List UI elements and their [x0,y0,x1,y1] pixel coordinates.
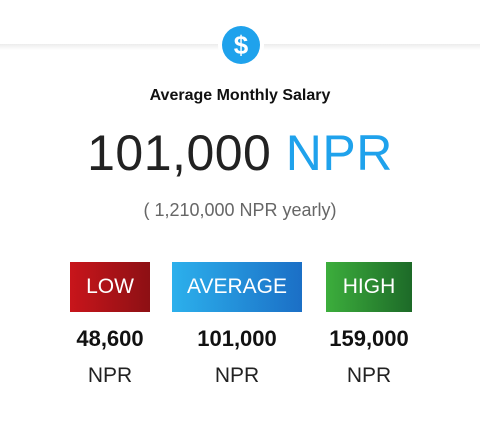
high-value: 159,000 [329,326,409,351]
icon-ring: $ [218,22,264,68]
high-unit: NPR [346,364,392,387]
yearly-salary: ( 1,210,000 NPR yearly) [143,200,337,220]
high-label: HIGH [326,262,412,312]
average-unit: NPR [214,364,260,387]
title: Average Monthly Salary [149,87,331,104]
average-label: AVERAGE [172,262,302,312]
average-value: 101,000 [197,326,277,351]
dollar-icon: $ [222,26,260,64]
low-value: 48,600 [76,326,144,351]
low-unit: NPR [87,364,133,387]
main-salary: 101,000 NPR [0,124,480,182]
low-label: LOW [70,262,150,312]
currency: NPR [285,125,393,181]
amount: 101,000 [87,125,272,181]
